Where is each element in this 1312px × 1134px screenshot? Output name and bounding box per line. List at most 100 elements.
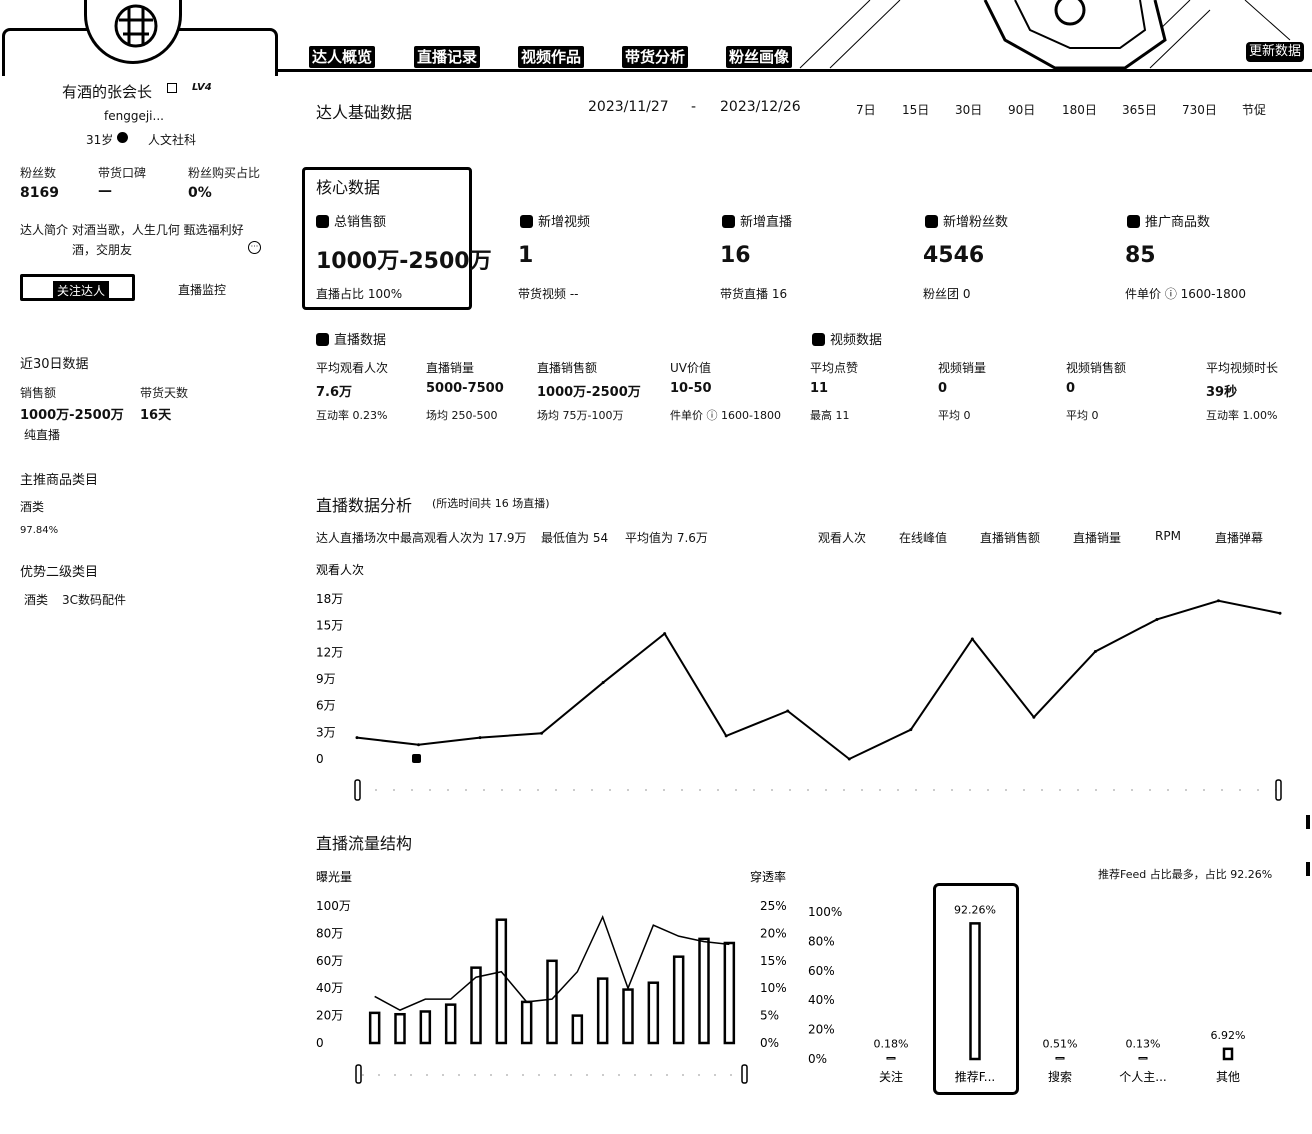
metric-tab-peak-online[interactable]: 在线峰值 <box>899 531 948 545</box>
share-category-label: 关注 <box>879 1069 903 1084</box>
share-bar <box>1222 1047 1234 1061</box>
level-badge: LV4 <box>192 82 212 93</box>
y-tick-label: 9万 <box>316 672 336 686</box>
viewers-series-line <box>356 599 1281 761</box>
user-icon <box>925 215 938 228</box>
promoted-products-sub: 件单价 ⓘ 1600-1800 <box>1125 287 1247 301</box>
y2-tick-label: 15% <box>760 954 787 968</box>
exposure-bar <box>571 1014 584 1045</box>
exposure-bar <box>470 966 482 1045</box>
live-sales-label: 直播销售额 <box>537 361 598 375</box>
range-15d[interactable]: 15日 <box>902 103 930 117</box>
range-handle-right <box>741 1064 748 1084</box>
follow-button-label: 关注达人 <box>53 281 110 300</box>
recommend-feed-highlight[interactable] <box>933 883 1019 1095</box>
metric-promoted-products: 推广商品数 <box>1127 211 1210 230</box>
uv-value-sub: 件单价 ⓘ 1600-1800 <box>670 409 781 422</box>
y-tick-label: 6万 <box>316 699 336 713</box>
data-point <box>786 709 790 713</box>
banner-decoration <box>799 0 1291 70</box>
exposure-bar <box>672 955 685 1045</box>
y2-axis-label: 穿透率 <box>750 869 786 884</box>
core-data-title: 核心数据 <box>316 178 381 197</box>
live-volume-label: 直播销量 <box>426 361 475 375</box>
avg-likes-value: 11 <box>810 381 829 396</box>
y-tick-label: 100万 <box>316 899 351 913</box>
video-data-icon <box>812 333 825 346</box>
video-icon <box>520 215 533 228</box>
avg-viewers-label: 平均观看人次 <box>316 361 389 375</box>
date-end[interactable]: 2023/12/26 <box>720 99 801 115</box>
share-category-label: 个人主... <box>1119 1070 1166 1084</box>
traffic-top-note: 推荐Feed 占比最多，占比 92.26% <box>1098 868 1273 881</box>
tab-fan-profile[interactable]: 粉丝画像 <box>726 46 793 68</box>
metric-tab-live-sales[interactable]: 直播销售额 <box>980 531 1041 545</box>
y-tick-label: 0 <box>316 1036 324 1050</box>
y2-tick-label: 20% <box>760 926 787 940</box>
live-volume-value: 5000-7500 <box>426 381 504 396</box>
share-category-label: 其他 <box>1216 1070 1240 1084</box>
new-videos-value: 1 <box>518 243 534 268</box>
share-category-label: 搜索 <box>1048 1069 1072 1084</box>
tab-videos[interactable]: 视频作品 <box>518 46 585 68</box>
data-point <box>1032 715 1036 719</box>
basic-data-title: 达人基础数据 <box>316 103 413 122</box>
data-point <box>970 637 974 641</box>
y-tick-label: 60% <box>808 964 835 978</box>
traffic-share-chart: 100% 80% 60% 40% 20% 0% 0.18% 关注 92.26% 推荐F... 0.5… <box>808 903 1245 1084</box>
tab-live-records[interactable]: 直播记录 <box>414 46 481 68</box>
tab-overview[interactable]: 达人概览 <box>309 46 376 68</box>
fan-buy-ratio-label: 粉丝购买占比 <box>188 166 261 180</box>
y-tick-label: 60万 <box>316 954 343 968</box>
range-handle-right <box>1275 779 1282 801</box>
metric-total-sales: 总销售额 <box>316 211 386 230</box>
range-365d[interactable]: 365日 <box>1122 103 1157 117</box>
data-point <box>847 757 851 761</box>
y-axis-label: 观看人次 <box>316 563 364 577</box>
data-point <box>1278 611 1282 615</box>
metric-new-fans: 新增粉丝数 <box>925 211 1008 230</box>
range-promo[interactable]: 节促 <box>1242 103 1267 117</box>
exposure-bar <box>546 959 558 1045</box>
live-analysis-subtitle: (所选时间共 16 场直播) <box>432 497 550 510</box>
selling-days-label: 带货天数 <box>140 386 189 400</box>
exposure-bar <box>520 1000 533 1045</box>
metric-tab-live-volume[interactable]: 直播销量 <box>1073 531 1122 545</box>
exposure-bar <box>444 1003 457 1045</box>
exposure-bar <box>647 981 660 1045</box>
metric-tab-viewers[interactable]: 观看人次 <box>818 531 867 545</box>
live-data-icon <box>316 333 329 346</box>
tab-underline <box>278 69 1312 72</box>
date-start[interactable]: 2023/11/27 <box>588 99 669 115</box>
data-point <box>1093 649 1097 653</box>
top-banner: 达人概览 直播记录 视频作品 带货分析 粉丝画像 更新数据 <box>0 0 1312 76</box>
live-monitor-button[interactable]: 直播监控 <box>178 283 227 297</box>
exposure-bar <box>723 941 736 1045</box>
data-point <box>417 743 421 747</box>
copy-icon[interactable] <box>167 83 177 93</box>
range-730d[interactable]: 730日 <box>1182 103 1217 117</box>
selling-days-value: 16天 <box>140 408 172 423</box>
exposure-bar <box>622 988 634 1045</box>
range-90d[interactable]: 90日 <box>1008 103 1036 117</box>
metric-tab-danmaku[interactable]: 直播弹幕 <box>1215 531 1264 545</box>
metric-tab-rpm[interactable]: RPM <box>1155 529 1181 543</box>
tab-sales-analysis[interactable]: 带货分析 <box>622 46 689 68</box>
bio-text-1: 对酒当歌，人生几何 甄选福利好 <box>71 223 244 237</box>
more-icon[interactable]: ··· <box>248 241 261 254</box>
sales-icon <box>316 215 329 228</box>
range-180d[interactable]: 180日 <box>1062 103 1097 117</box>
range-7d[interactable]: 7日 <box>856 103 876 117</box>
bio-text-2: 酒，交朋友 <box>72 243 133 257</box>
new-fans-value: 4546 <box>923 243 985 268</box>
range-30d[interactable]: 30日 <box>955 103 983 117</box>
range-handle-left <box>354 779 361 801</box>
avg-duration-value: 39秒 <box>1206 385 1238 400</box>
data-point <box>540 731 544 735</box>
cart-icon <box>1127 215 1140 228</box>
exposure-combo-chart: 曝光量 穿透率 100万 80万 60万 40万 20万 0 25% 20% 15% 10% 5% 0% <box>316 869 787 1084</box>
follow-button[interactable]: 关注达人 <box>20 274 135 301</box>
core-data-box <box>302 167 472 310</box>
refresh-data-button[interactable]: 更新数据 <box>1246 42 1305 62</box>
viewers-line-chart: 观看人次 18万 15万 12万 9万 6万 3万 0 <box>316 563 1282 801</box>
